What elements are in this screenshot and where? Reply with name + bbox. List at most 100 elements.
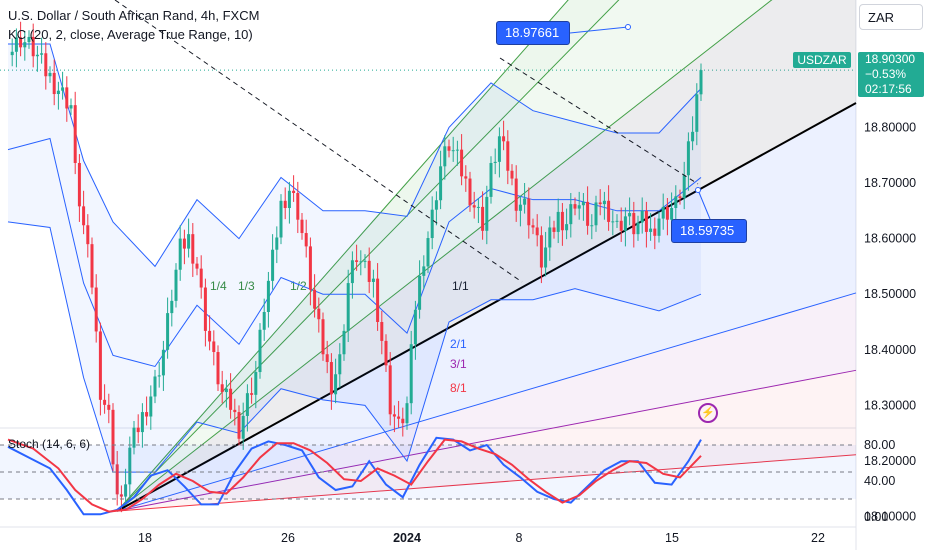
last-price: 18.90300 (865, 52, 916, 66)
candle (451, 150, 455, 152)
candle (304, 233, 308, 247)
candle (586, 201, 590, 226)
candle (426, 238, 430, 267)
candle (485, 196, 489, 231)
candle (250, 393, 254, 395)
candle (182, 238, 186, 249)
candle (376, 278, 380, 322)
candle (472, 205, 476, 208)
candle (119, 494, 123, 497)
x-tick-label: 8 (516, 531, 523, 545)
candle (94, 287, 98, 332)
candle (413, 309, 417, 345)
candle (430, 209, 434, 239)
candle (52, 72, 56, 95)
candle (140, 412, 144, 433)
candle (670, 208, 674, 220)
candle (321, 319, 325, 355)
candle (405, 403, 409, 424)
candle (527, 198, 531, 226)
candle (69, 105, 73, 109)
fan-label: 1/3 (238, 279, 255, 293)
candle (657, 218, 661, 236)
candle (552, 227, 556, 232)
price-callout-upper[interactable]: 18.97661 (496, 21, 570, 45)
candle (103, 399, 107, 405)
candle (23, 42, 27, 48)
candle (481, 206, 485, 231)
candle (422, 266, 426, 276)
fan-zone (117, 0, 856, 512)
candle (325, 354, 329, 363)
x-tick-label: 18 (138, 531, 152, 545)
candle (308, 246, 312, 290)
candle (640, 210, 644, 223)
candle (287, 190, 291, 209)
candle (602, 200, 606, 205)
price-callout-lower[interactable]: 18.59735 (671, 219, 747, 243)
y-tick-label: 18.40000 (864, 343, 916, 357)
fan-label: 1/4 (210, 279, 227, 293)
candle (691, 131, 695, 142)
candle (678, 196, 682, 199)
candle (86, 225, 90, 245)
callout-anchor (695, 187, 701, 193)
y-tick-label: 18.80000 (864, 120, 916, 134)
stoch-y-tick-label: 0.00 (864, 510, 888, 524)
callout-connector (697, 189, 711, 220)
candle (468, 178, 472, 206)
candle (434, 200, 438, 210)
candle (460, 149, 464, 177)
candle (27, 36, 31, 43)
candle (397, 416, 401, 419)
candle (409, 344, 413, 404)
currency-selector[interactable]: ZAR (859, 4, 923, 30)
candle (300, 219, 304, 234)
candle (149, 396, 153, 417)
keltner-band (8, 44, 701, 473)
candle (107, 404, 111, 410)
candle (367, 260, 371, 282)
candle (56, 90, 60, 95)
candle (544, 247, 548, 268)
candle (518, 204, 522, 211)
candle (31, 36, 35, 57)
candle (649, 228, 653, 232)
candle (241, 415, 245, 439)
candle (611, 221, 615, 223)
candle (313, 289, 317, 309)
candle (674, 196, 678, 209)
candle (208, 330, 212, 342)
lightning-icon[interactable]: ⚡ (698, 403, 718, 423)
candle (65, 87, 69, 109)
fan-label: 1/1 (452, 279, 469, 293)
candle (476, 206, 480, 208)
candle (82, 206, 86, 226)
candle (686, 141, 690, 176)
candle (439, 166, 443, 201)
fan-line (117, 454, 857, 512)
fan-label: 3/1 (450, 357, 467, 371)
stoch-line-d (7, 438, 702, 513)
candle (531, 225, 535, 228)
candle (153, 376, 157, 397)
candle (203, 287, 207, 331)
candle (523, 198, 527, 205)
candle (628, 213, 632, 217)
candle (275, 237, 279, 250)
candle (632, 213, 636, 235)
candle (166, 313, 170, 350)
fan-line (117, 369, 857, 512)
candle (14, 37, 18, 52)
candle (443, 146, 447, 167)
candle (636, 222, 640, 235)
candle (489, 162, 493, 197)
candle (565, 224, 569, 231)
y-tick-label: 18.70000 (864, 176, 916, 190)
candle (359, 261, 363, 263)
candle (699, 70, 703, 95)
fan-label: 8/1 (450, 381, 467, 395)
candle (161, 349, 165, 376)
price-change: −0.53% (865, 67, 907, 81)
